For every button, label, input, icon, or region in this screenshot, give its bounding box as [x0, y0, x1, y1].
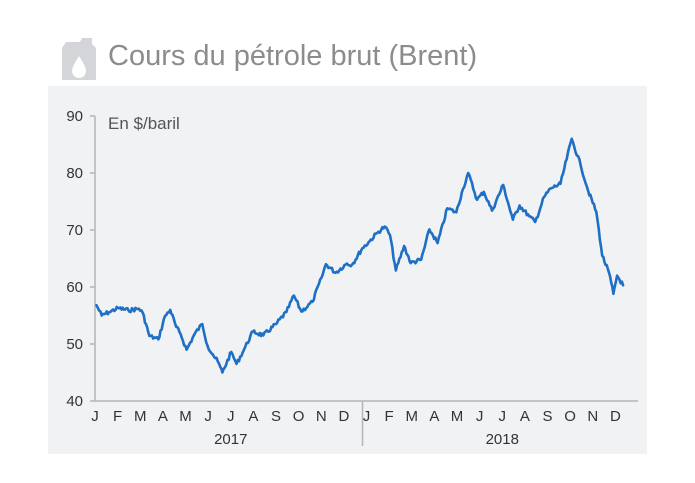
x-month-label: N: [587, 408, 598, 425]
x-month-label: J: [499, 408, 507, 425]
chart-title: Cours du pétrole brut (Brent): [108, 40, 478, 72]
oil-jerrycan-icon: [62, 38, 96, 80]
chart-panel: 40 50 60 70 80 90 J F M A M J J A S O N D J F M A M J J A S O N D 201…: [48, 86, 647, 454]
x-month-label: A: [248, 408, 258, 425]
x-month-label: J: [476, 408, 484, 425]
x-month-label: J: [91, 408, 99, 425]
x-month-label: M: [406, 408, 419, 425]
x-month-label: F: [113, 408, 122, 425]
x-month-label: M: [134, 408, 147, 425]
y-tick-label: 80: [66, 165, 83, 182]
y-axis: 40 50 60 70 80 90: [66, 108, 96, 410]
x-month-label: N: [316, 408, 327, 425]
x-month-label: S: [271, 408, 281, 425]
y-tick-label: 90: [66, 108, 83, 125]
x-month-label: S: [542, 408, 552, 425]
x-month-label: J: [204, 408, 212, 425]
x-month-label: D: [610, 408, 621, 425]
x-month-label: J: [227, 408, 235, 425]
x-month-label: O: [293, 408, 305, 425]
x-month-label: A: [429, 408, 439, 425]
x-month-label: M: [179, 408, 192, 425]
y-tick-label: 70: [66, 222, 83, 239]
y-axis-unit-label: En $/baril: [108, 114, 180, 133]
x-month-label: D: [338, 408, 349, 425]
x-month-label: F: [385, 408, 394, 425]
x-month-label: M: [451, 408, 464, 425]
y-tick-label: 40: [66, 393, 83, 410]
y-tick-label: 60: [66, 279, 83, 296]
x-year-label: 2018: [486, 431, 519, 448]
x-month-label: J: [363, 408, 371, 425]
y-tick-label: 50: [66, 336, 83, 353]
x-year-label: 2017: [214, 431, 247, 448]
brent-price-line: [95, 137, 625, 374]
x-month-label: A: [158, 408, 168, 425]
x-month-label: O: [564, 408, 576, 425]
x-month-label: A: [520, 408, 530, 425]
